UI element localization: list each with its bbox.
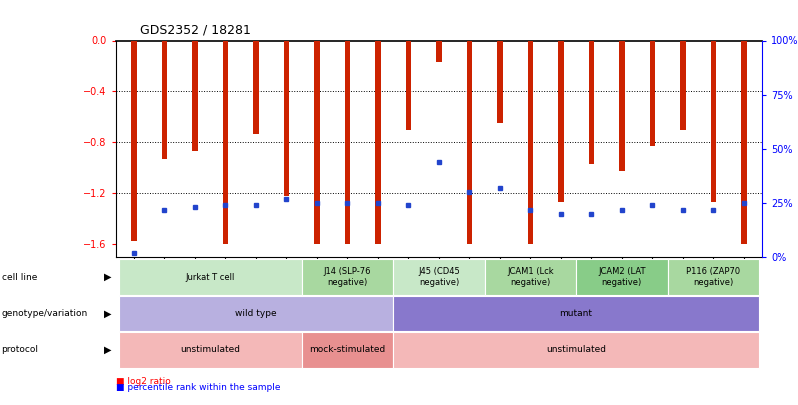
Text: ■ percentile rank within the sample: ■ percentile rank within the sample <box>116 384 280 392</box>
Bar <box>437 40 441 62</box>
Text: J45 (CD45
negative): J45 (CD45 negative) <box>418 267 460 287</box>
Bar <box>710 40 716 202</box>
Text: mock-stimulated: mock-stimulated <box>310 345 385 354</box>
Text: cell line: cell line <box>2 273 37 281</box>
Text: genotype/variation: genotype/variation <box>2 309 88 318</box>
Text: ▶: ▶ <box>105 272 112 282</box>
Text: protocol: protocol <box>2 345 38 354</box>
Bar <box>345 40 350 245</box>
Bar <box>405 40 411 130</box>
Bar <box>741 40 747 245</box>
Text: Jurkat T cell: Jurkat T cell <box>186 273 235 281</box>
Bar <box>527 40 533 245</box>
Bar <box>162 40 168 159</box>
Bar <box>619 40 625 171</box>
Text: wild type: wild type <box>235 309 277 318</box>
Bar <box>467 40 472 245</box>
Bar <box>223 40 228 245</box>
Bar <box>650 40 655 146</box>
Bar <box>589 40 594 164</box>
Bar <box>192 40 198 151</box>
Text: J14 (SLP-76
negative): J14 (SLP-76 negative) <box>324 267 371 287</box>
Text: ▶: ▶ <box>105 345 112 355</box>
Text: mutant: mutant <box>559 309 593 318</box>
Text: P116 (ZAP70
negative): P116 (ZAP70 negative) <box>686 267 741 287</box>
Text: JCAM2 (LAT
negative): JCAM2 (LAT negative) <box>598 267 646 287</box>
Bar <box>375 40 381 245</box>
Bar <box>680 40 685 130</box>
Text: unstimulated: unstimulated <box>180 345 240 354</box>
Bar <box>253 40 259 134</box>
Text: ■ log2 ratio: ■ log2 ratio <box>116 377 171 386</box>
Bar <box>284 40 289 196</box>
Bar <box>558 40 563 202</box>
Text: ▶: ▶ <box>105 309 112 318</box>
Text: unstimulated: unstimulated <box>546 345 606 354</box>
Bar <box>131 40 136 241</box>
Bar <box>314 40 320 245</box>
Text: JCAM1 (Lck
negative): JCAM1 (Lck negative) <box>507 267 554 287</box>
Text: GDS2352 / 18281: GDS2352 / 18281 <box>140 23 251 36</box>
Bar <box>497 40 503 124</box>
